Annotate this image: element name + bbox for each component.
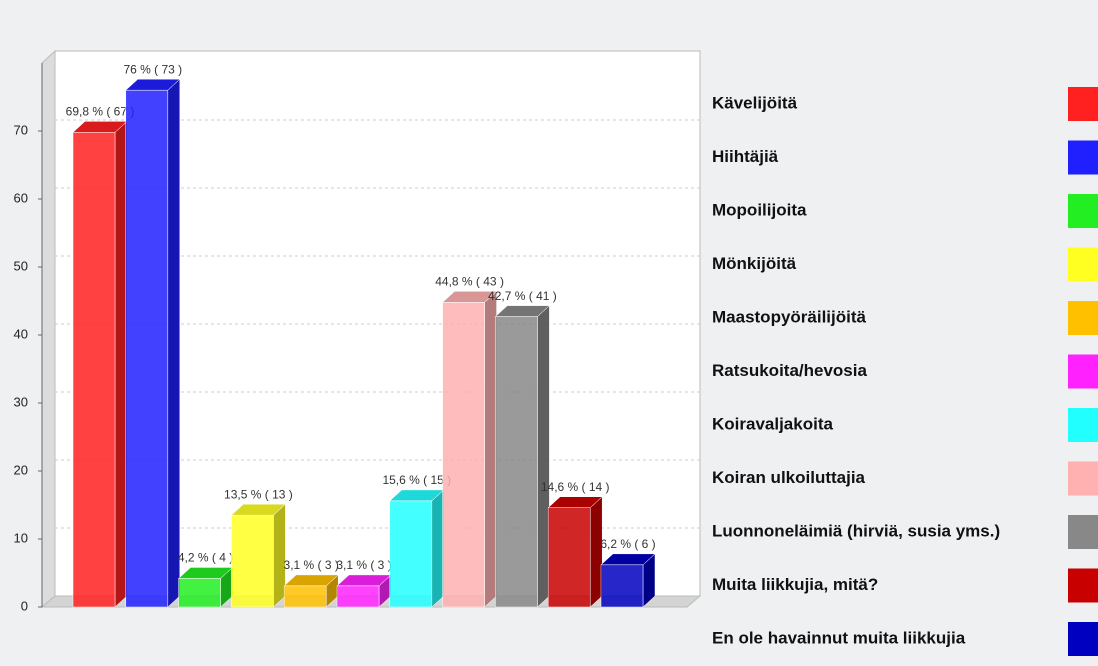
y-tick-label: 40 [14, 326, 28, 341]
legend-label: Ratsukoita/hevosia [712, 361, 867, 380]
legend-swatch [1068, 354, 1098, 389]
legend-swatch [1068, 408, 1098, 442]
y-tick-label: 0 [21, 598, 28, 613]
bar-side [589, 496, 603, 608]
data-label: 76 % ( 73 ) [123, 62, 182, 76]
bar [600, 564, 644, 608]
legend-label: Mönkijöitä [712, 254, 797, 273]
data-label: 6,2 % ( 6 ) [600, 537, 655, 551]
y-tick-label: 70 [14, 122, 28, 137]
bar [283, 585, 327, 608]
bar [178, 578, 221, 608]
bar [336, 585, 380, 608]
legend-swatch [1068, 568, 1098, 603]
legend-swatch [1068, 515, 1098, 549]
legend-label: Muita liikkujia, mitä? [712, 575, 878, 594]
legend-label: Koiran ulkoiluttajia [712, 468, 866, 487]
legend-swatch [1068, 87, 1098, 121]
bar-side [431, 489, 445, 608]
bar-side [167, 78, 181, 608]
legend-swatch [1068, 461, 1098, 496]
legend-label: Mopoilijoita [712, 200, 807, 219]
legend-swatch [1068, 140, 1098, 175]
y-tick-label: 30 [14, 394, 28, 409]
bar [72, 132, 116, 608]
bar [389, 500, 433, 608]
data-label: 4,2 % ( 4 ) [178, 551, 233, 565]
data-label: 3,1 % ( 3 ) [336, 558, 391, 572]
legend-label: Luonnoneläimiä (hirviä, susia yms.) [712, 521, 1000, 540]
bar [495, 316, 538, 608]
legend-label: Kävelijöitä [712, 93, 798, 112]
bar [547, 507, 591, 608]
data-label: 42,7 % ( 41 ) [488, 289, 557, 303]
data-label: 13,5 % ( 13 ) [224, 487, 293, 501]
legend-label: En ole havainnut muita liikkujia [712, 628, 966, 647]
bar-side [537, 305, 550, 608]
data-label: 44,8 % ( 43 ) [435, 275, 504, 289]
bar-side [484, 290, 497, 608]
legend-swatch [1068, 301, 1098, 335]
bar [231, 514, 274, 608]
legend-label: Maastopyöräilijöitä [712, 307, 867, 326]
data-label: 14,6 % ( 14 ) [541, 480, 610, 494]
legend-label: Koiravaljakoita [712, 414, 833, 433]
y-tick-label: 10 [14, 530, 28, 545]
plot-left-wall [41, 49, 56, 609]
bar [125, 89, 169, 608]
y-tick-label: 60 [14, 190, 28, 205]
data-label: 3,1 % ( 3 ) [284, 558, 339, 572]
bar [442, 302, 485, 608]
y-tick-label: 50 [14, 258, 28, 273]
bar-side [114, 120, 128, 608]
legend-label: Hiihtäjiä [712, 147, 779, 166]
data-label: 69,8 % ( 67 ) [66, 105, 135, 119]
legend-swatch [1068, 622, 1098, 656]
legend-swatch [1068, 194, 1098, 228]
data-label: 15,6 % ( 15 ) [382, 473, 451, 487]
legend-swatch [1068, 247, 1098, 282]
y-tick-label: 20 [14, 462, 28, 477]
bar-side [273, 503, 286, 608]
